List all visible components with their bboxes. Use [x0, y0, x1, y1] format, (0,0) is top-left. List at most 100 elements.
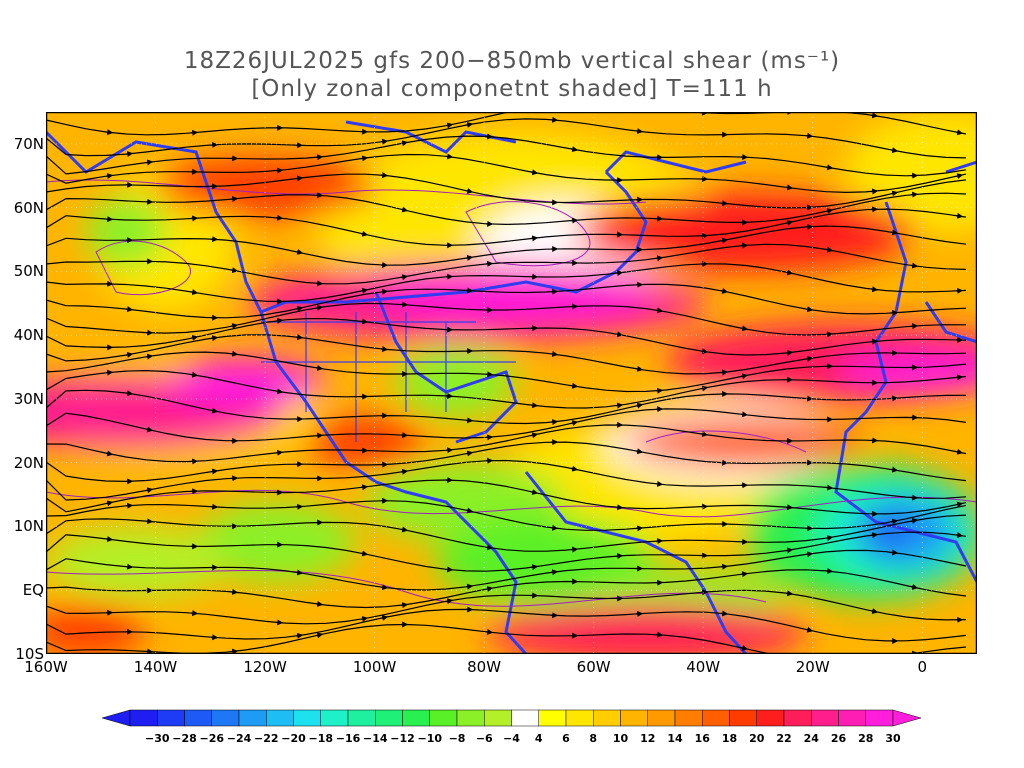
streamline-arrow	[445, 598, 454, 605]
streamline-arrow	[145, 426, 154, 433]
streamline-arrow	[380, 614, 389, 621]
colorbar-swatch	[402, 709, 430, 727]
streamline-arrow	[400, 602, 409, 609]
streamline-arrow	[210, 335, 219, 342]
colorbar-label-18: 12	[640, 732, 656, 745]
streamline-arrow	[315, 600, 324, 607]
colorbar-swatch	[674, 709, 703, 727]
streamline-arrow	[805, 551, 814, 558]
streamline	[46, 317, 967, 356]
colorbar-label-26: 28	[858, 732, 874, 745]
streamline-arrow	[890, 518, 899, 525]
colorbar-swatch	[266, 709, 294, 727]
streamline-arrow	[275, 388, 284, 395]
streamline-arrow	[955, 501, 964, 508]
streamline-arrow	[825, 484, 834, 491]
colorbar-swatch	[702, 709, 730, 727]
streamline-arrow	[400, 140, 409, 147]
streamline-arrow	[105, 173, 114, 180]
streamline-arrow	[315, 154, 324, 161]
streamline-arrow	[870, 188, 879, 195]
lon-label-3: 100W	[352, 658, 397, 676]
colorbar-label-4: −22	[253, 732, 279, 745]
streamline-arrow	[720, 369, 729, 376]
streamline-arrow	[105, 500, 114, 507]
map-panel	[46, 112, 977, 654]
colorbar-label-20: 16	[694, 732, 710, 745]
colorbar-label-5: −20	[281, 732, 306, 745]
streamline-arrow	[275, 317, 284, 324]
streamline-arrow	[655, 307, 664, 314]
streamline-arrow	[955, 173, 964, 179]
shear-map	[46, 112, 977, 654]
streamline-arrow	[105, 536, 114, 543]
streamline-arrow	[870, 532, 879, 539]
colorbar-swatch	[211, 709, 240, 727]
streamline-arrow	[720, 200, 729, 207]
streamline-arrow	[485, 260, 494, 267]
streamline-arrow	[315, 632, 324, 639]
streamline-arrow	[295, 249, 304, 255]
colorbar-label-9: −12	[390, 732, 415, 745]
streamline-arrow	[275, 167, 284, 174]
streamline-arrow	[400, 206, 409, 213]
streamline-arrow	[700, 348, 709, 355]
colorbar-min-arrow	[101, 709, 131, 727]
streamline	[46, 531, 967, 572]
colorbar-label-7: −16	[335, 732, 361, 745]
colorbar-swatch	[811, 709, 839, 727]
colorbar-label-8: −14	[362, 732, 388, 745]
streamline-arrow	[295, 305, 304, 312]
lon-label-2: 120W	[243, 658, 287, 676]
colorbar-swatch	[484, 709, 512, 727]
streamline-arrow	[360, 230, 369, 237]
lat-label-3: 40N	[13, 326, 44, 345]
lat-label-6: 10N	[13, 517, 44, 536]
streamline-arrow	[720, 237, 729, 244]
streamline	[46, 302, 967, 336]
streamline-arrow	[700, 431, 709, 438]
streamline-arrow	[870, 608, 879, 615]
streamline-arrow	[465, 188, 474, 194]
streamline-arrow	[295, 175, 304, 182]
colorbar-swatch	[865, 709, 894, 727]
streamline-arrow	[190, 610, 199, 617]
streamline-arrow	[550, 569, 559, 576]
streamline-arrow	[530, 235, 539, 242]
lat-label-8: 10S	[15, 645, 44, 663]
colorbar-label-16: 8	[589, 732, 598, 745]
lon-label-7: 20W	[795, 658, 830, 676]
streamline-arrow	[445, 447, 454, 454]
colorbar-swatch	[838, 709, 866, 727]
streamline-arrow	[315, 304, 324, 311]
streamline-arrow	[125, 306, 134, 313]
streamline-arrow	[635, 128, 644, 135]
lat-label-0: 70N	[13, 134, 44, 153]
streamline-arrow	[360, 155, 369, 162]
colorbar-label-24: 24	[803, 732, 819, 745]
streamline-arrow	[465, 507, 474, 514]
streamline	[46, 192, 967, 226]
streamline	[46, 569, 967, 609]
streamline-arrow	[785, 219, 794, 226]
streamline-arrow	[655, 387, 664, 394]
streamline-arrow	[230, 196, 239, 202]
colorbar-swatch	[129, 709, 158, 727]
streamline-arrow	[360, 318, 369, 325]
streamline-arrow	[955, 212, 964, 219]
streamline-arrow	[145, 353, 154, 360]
streamline-arrow	[910, 262, 919, 269]
streamline-arrow	[380, 172, 389, 179]
streamline-arrow	[190, 334, 199, 341]
lon-label-1: 140W	[133, 658, 178, 676]
streamline-arrow	[720, 563, 729, 570]
lat-label-1: 60N	[13, 198, 44, 217]
streamline-arrow	[530, 564, 539, 571]
streamline-arrow	[805, 306, 814, 313]
lon-label-4: 80W	[467, 658, 502, 676]
plot-title-line1: 18Z26JUL2025 gfs 200−850mb vertical shea…	[183, 48, 841, 74]
colorbar-label-22: 20	[749, 732, 765, 745]
colorbar-swatch	[375, 709, 403, 727]
streamline-arrow	[890, 466, 899, 473]
streamline-arrow	[720, 288, 729, 294]
